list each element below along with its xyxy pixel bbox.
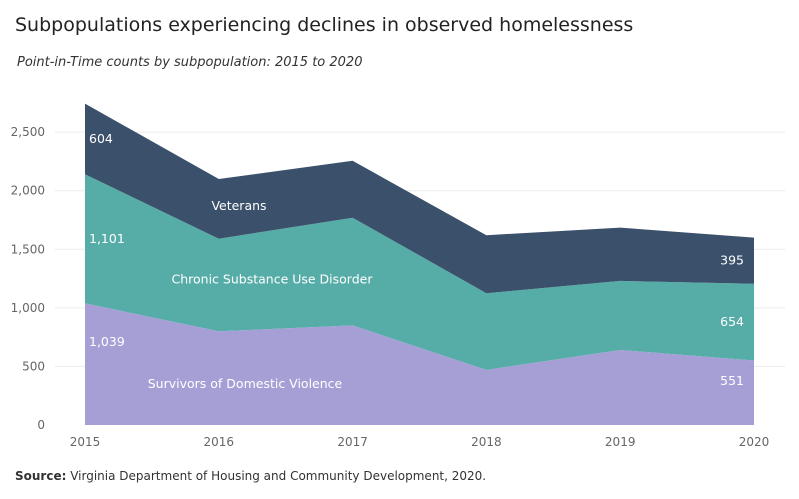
x-tick-label: 2018 (471, 435, 502, 449)
series-labels: Survivors of Domestic Violence Chronic Su… (148, 198, 374, 391)
series-label: Survivors of Domestic Violence (148, 376, 343, 391)
data-label: 1,101 (89, 231, 125, 246)
area-layers (85, 103, 754, 425)
area-series (85, 103, 754, 294)
source-label: Source: (15, 469, 67, 483)
y-tick-label: 1,000 (11, 301, 45, 315)
chart-subtitle: Point-in-Time counts by subpopulation: 2… (17, 55, 363, 70)
area-series (85, 303, 754, 425)
source-note: Source: Virginia Department of Housing a… (15, 469, 486, 483)
x-tick-label: 2016 (204, 435, 235, 449)
data-label: 1,039 (89, 334, 125, 349)
x-tick-label: 2015 (70, 435, 101, 449)
y-axis: 0 500 1,000 1,500 2,000 2,500 (11, 125, 45, 432)
data-labels: 1,039 1,101 604 551 654 395 (89, 131, 744, 388)
series-label: Chronic Substance Use Disorder (172, 272, 374, 287)
chart-title: Subpopulations experiencing declines in … (15, 14, 634, 36)
data-label: 604 (89, 131, 113, 146)
y-tick-label: 1,500 (11, 242, 45, 256)
data-label: 654 (720, 314, 744, 329)
x-axis: 2015 2016 2017 2018 2019 2020 (70, 435, 770, 449)
y-tick-label: 500 (22, 359, 45, 373)
area-series (85, 174, 754, 370)
series-label: Veterans (211, 198, 266, 213)
y-tick-label: 0 (37, 418, 45, 432)
source-text: Virginia Department of Housing and Commu… (66, 469, 487, 483)
x-tick-label: 2019 (605, 435, 636, 449)
x-tick-label: 2017 (337, 435, 368, 449)
x-tick-label: 2020 (739, 435, 770, 449)
data-label: 395 (720, 253, 744, 268)
y-tick-label: 2,500 (11, 125, 45, 139)
y-tick-label: 2,000 (11, 184, 45, 198)
data-label: 551 (720, 373, 744, 388)
